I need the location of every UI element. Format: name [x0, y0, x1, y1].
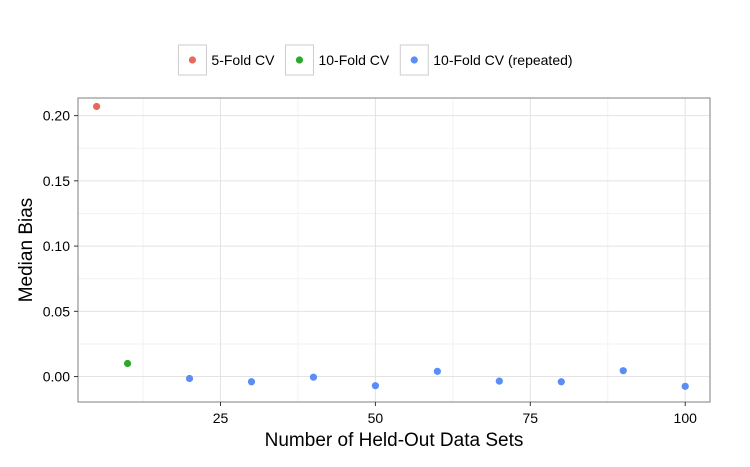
data-point-series-3: [433, 367, 441, 375]
x-tick-label: 25: [213, 410, 229, 426]
x-axis-title: Number of Held-Out Data Sets: [265, 430, 524, 451]
data-point-series-1: [92, 102, 101, 111]
x-tick-label: 50: [368, 410, 384, 426]
y-tick-label: 0.00: [43, 369, 70, 385]
data-point-series-3: [309, 373, 318, 381]
legend-marker-3: [410, 56, 418, 64]
legend: 5-Fold CV 10-Fold CV 10-Fold CV (repeated): [177, 44, 573, 76]
data-point-series-2: [123, 359, 132, 368]
plot-panel: [78, 98, 710, 402]
legend-marker-1: [188, 56, 197, 64]
y-tick-label: 0.05: [43, 303, 70, 319]
legend-label-2: 10-Fold CV: [318, 52, 389, 68]
data-point-series-3: [185, 374, 194, 383]
data-point-series-3: [495, 377, 503, 385]
x-tick-label: 75: [523, 410, 539, 426]
data-point-series-3: [371, 382, 380, 390]
data-point-series-3: [247, 378, 256, 386]
data-point-series-3: [557, 378, 565, 386]
x-axis: 25 50 75 100: [213, 402, 697, 426]
y-tick-label: 0.20: [43, 108, 70, 124]
data-point-series-3: [619, 367, 627, 375]
data-points: [92, 102, 689, 390]
y-axis: 0.00 0.05 0.10 0.15 0.20: [43, 108, 78, 385]
data-point-series-3: [681, 382, 689, 390]
y-axis-title: Median Bias: [16, 198, 37, 303]
legend-label-3: 10-Fold CV (repeated): [433, 52, 572, 68]
grid-major: [78, 98, 710, 402]
legend-marker-2: [295, 56, 304, 64]
y-tick-label: 0.15: [43, 173, 70, 189]
plot-border: [77, 97, 711, 403]
y-tick-label: 0.10: [43, 238, 70, 254]
grid-minor: [78, 98, 710, 402]
legend-label-1: 5-Fold CV: [211, 52, 275, 68]
x-tick-label: 100: [674, 410, 698, 426]
